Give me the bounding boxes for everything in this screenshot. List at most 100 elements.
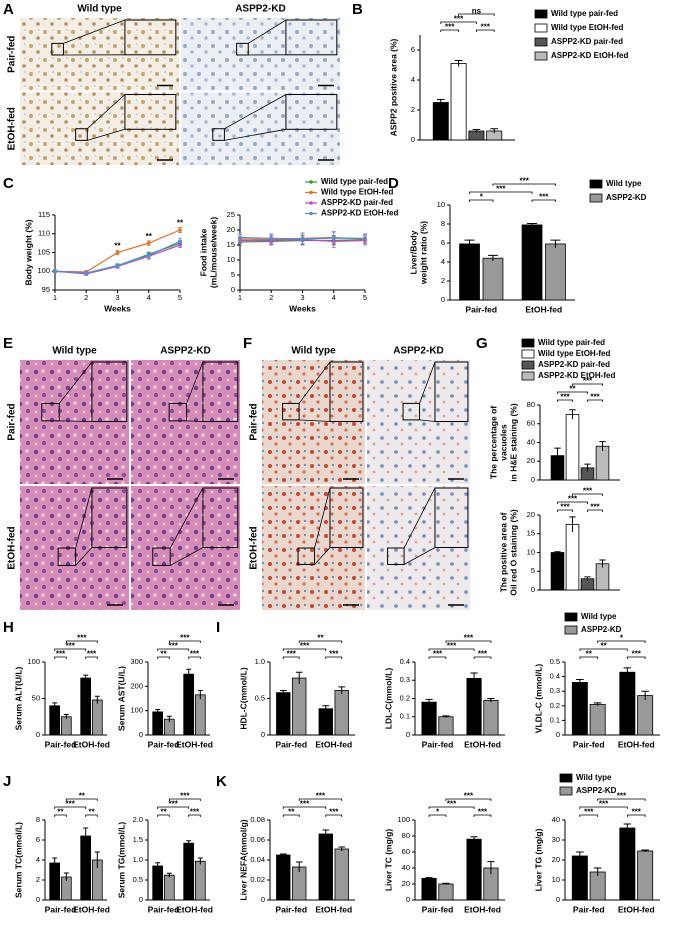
x-tick-label: EtOH-fed <box>525 304 562 314</box>
x-tick-label: Pair-fed <box>573 739 605 749</box>
inset <box>124 94 177 130</box>
significance-bracket <box>54 806 87 809</box>
inset-source <box>212 128 225 141</box>
legend-label: Wild type EtOH-fed <box>538 349 610 358</box>
x-tick-label: 2 <box>84 293 88 302</box>
y-tick-label: 15 <box>527 529 535 538</box>
inset <box>202 361 239 423</box>
significance-bracket <box>85 656 98 659</box>
point <box>53 269 57 274</box>
error-bar <box>623 667 632 677</box>
significance-bracket <box>597 798 646 801</box>
error-bar <box>94 851 100 868</box>
x-tick-label: EtOH-fed <box>315 739 352 749</box>
error-bar <box>52 702 58 709</box>
panel-label: A <box>3 1 14 18</box>
legend-swatch <box>521 371 535 381</box>
y-tick-label: 20 <box>227 225 235 234</box>
y-tick-label: 100 <box>27 657 40 666</box>
x-tick-label: Pair-fed <box>45 739 77 749</box>
significance-label: *** <box>590 393 600 402</box>
significance-bracket <box>440 29 459 32</box>
error-bar <box>464 239 475 248</box>
inset-connector <box>314 487 331 549</box>
panel-label: F <box>243 335 252 352</box>
column-header: Wild type <box>52 346 97 357</box>
row-header: Pair-fed <box>249 403 260 440</box>
error-bar <box>322 829 330 838</box>
y-tick-label: 105 <box>37 247 50 256</box>
legend-swatch <box>309 201 313 205</box>
y-tick-label: 8 <box>36 815 40 824</box>
significance-bracket <box>157 806 190 809</box>
significance-bracket <box>473 814 492 817</box>
error-bar <box>554 447 561 464</box>
y-tick-label: 100 <box>130 706 143 715</box>
error-bar <box>569 409 576 420</box>
significance-label: *** <box>560 393 570 402</box>
significance-bracket <box>282 656 300 659</box>
significance-bracket <box>168 798 201 801</box>
y-tick-label: 60 <box>402 847 410 856</box>
significance-label: *** <box>433 650 443 659</box>
x-tick-label: EtOH-fed <box>618 904 655 914</box>
y-tick-label: 0 <box>441 295 445 304</box>
significance-bracket <box>188 814 201 817</box>
y-tick-label: 2 <box>36 875 40 884</box>
x-tick-label: Pair-fed <box>148 739 180 749</box>
significance-label: *** <box>464 792 474 801</box>
significance-bracket <box>445 640 492 643</box>
y-axis-label: Liver TC (mg/g) <box>383 829 393 892</box>
legend-label: ASPP2-KD EtOH-fed <box>551 51 628 60</box>
error-bar <box>623 823 632 832</box>
y-axis-label: (mL/mouse/week) <box>208 217 218 288</box>
y-tick-label: 0 <box>261 730 265 739</box>
significance-label: ** <box>114 241 121 250</box>
legend-swatch <box>564 625 578 635</box>
y-tick-label: 0 <box>556 730 560 739</box>
legend-swatch <box>534 51 548 61</box>
y-tick-label: 6 <box>411 45 415 54</box>
y-axis-label: Serum TG(mmol/L) <box>116 822 126 899</box>
significance-label: *** <box>583 487 593 496</box>
y-tick-label: 0.3 <box>550 686 560 695</box>
x-axis-label: Weeks <box>289 303 316 313</box>
significance-label: *** <box>464 634 474 643</box>
inset-connector <box>419 419 436 422</box>
panel-label: J <box>3 773 11 790</box>
inset-connector <box>186 361 204 404</box>
bar <box>550 552 565 591</box>
y-tick-label: 0.5 <box>255 693 265 702</box>
panel-label: C <box>3 175 14 192</box>
significance-label: *** <box>316 792 326 801</box>
inset-connector <box>75 547 93 566</box>
significance-label: *** <box>300 800 310 809</box>
y-tick-label: 40 <box>552 815 560 824</box>
bar <box>49 862 61 901</box>
significance-bracket <box>428 814 447 817</box>
error-bar <box>442 882 450 885</box>
y-tick-label: 100 <box>37 266 50 275</box>
inset <box>434 361 469 423</box>
panel-label: K <box>216 773 227 790</box>
point <box>146 253 151 258</box>
significance-label: *** <box>584 808 594 817</box>
bar <box>80 835 92 901</box>
y-axis-label: ASPP2 positive area (%) <box>388 38 398 136</box>
y-tick-label: 0 <box>406 730 410 739</box>
bar <box>438 883 454 901</box>
bar <box>318 833 333 901</box>
significance-bracket <box>572 383 603 386</box>
error-bar <box>279 853 287 856</box>
error-bar <box>599 559 606 568</box>
significance-bracket <box>473 656 492 659</box>
significance-label: *** <box>478 808 488 817</box>
significance-bracket <box>282 806 327 809</box>
error-bar <box>63 714 69 719</box>
inset-source <box>282 402 300 421</box>
point <box>300 237 305 241</box>
significance-label: *** <box>560 503 570 512</box>
legend-swatch <box>309 211 313 216</box>
